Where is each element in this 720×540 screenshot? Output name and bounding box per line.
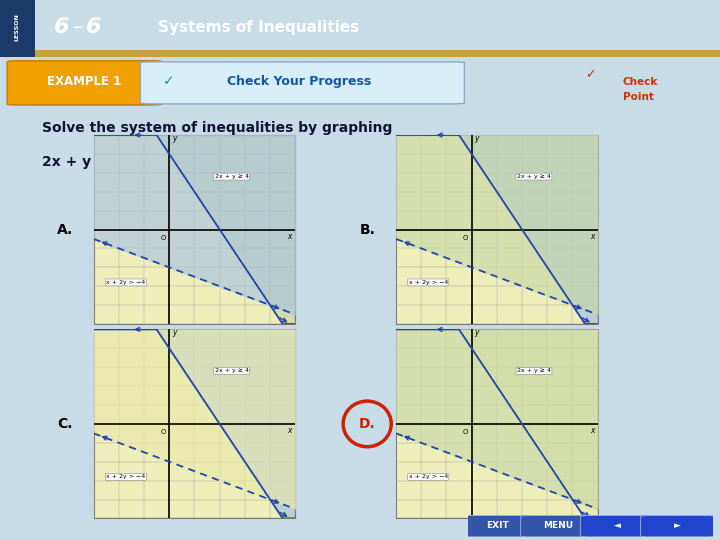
Text: 2x + y ≥ 4: 2x + y ≥ 4 [215,368,248,374]
Text: x: x [590,427,595,435]
Text: O: O [161,235,166,241]
Text: MENU: MENU [543,521,573,530]
Text: Check Your Progress: Check Your Progress [227,75,371,88]
Text: x + 2y > −4: x + 2y > −4 [107,280,145,285]
Text: C.: C. [57,417,73,431]
FancyBboxPatch shape [641,516,715,537]
Text: Systems of Inequalities: Systems of Inequalities [158,20,359,35]
Bar [396,329,598,518]
Text: x: x [590,232,595,241]
Text: Solve the system of inequalities by graphing: Solve the system of inequalities by grap… [42,121,392,135]
Text: A.: A. [57,222,73,237]
Text: B.: B. [359,222,375,237]
Text: EXAMPLE 1: EXAMPLE 1 [47,75,122,88]
Text: x: x [288,232,292,241]
Text: 6: 6 [53,17,69,37]
Text: 2x + y ≥ 4 and x + 2y > –4.: 2x + y ≥ 4 and x + 2y > –4. [42,154,254,168]
Text: y: y [172,328,176,337]
Text: ◄: ◄ [614,521,621,530]
Bar [396,135,598,324]
Text: ►: ► [675,521,681,530]
Bar [35,50,720,57]
Text: 2x + y ≥ 4: 2x + y ≥ 4 [517,368,551,374]
Bar [94,329,295,518]
Text: ✓: ✓ [163,75,175,89]
Text: ✓: ✓ [585,68,595,81]
Text: Check: Check [623,77,658,87]
Text: LESSON: LESSON [15,14,19,41]
Text: EXIT: EXIT [487,521,509,530]
Text: x + 2y > −4: x + 2y > −4 [107,474,145,480]
Text: 2x + y ≥ 4: 2x + y ≥ 4 [215,174,248,179]
Text: O: O [463,235,468,241]
Bar [94,135,295,324]
FancyBboxPatch shape [580,516,655,537]
FancyBboxPatch shape [461,516,535,537]
FancyBboxPatch shape [140,62,464,104]
Text: x + 2y > −4: x + 2y > −4 [409,280,448,285]
Text: Point: Point [623,92,654,102]
Text: O: O [463,429,468,435]
Bar [0,0,35,57]
FancyBboxPatch shape [7,61,162,105]
Text: D.: D. [359,417,376,431]
Text: x: x [288,427,292,435]
Text: –: – [73,18,83,37]
Text: y: y [172,134,176,143]
Text: y: y [474,134,479,143]
FancyBboxPatch shape [521,516,595,537]
Text: 2x + y ≥ 4: 2x + y ≥ 4 [517,174,551,179]
Text: O: O [161,429,166,435]
Text: x + 2y > −4: x + 2y > −4 [409,474,448,480]
Text: 6: 6 [86,17,102,37]
Text: y: y [474,328,479,337]
